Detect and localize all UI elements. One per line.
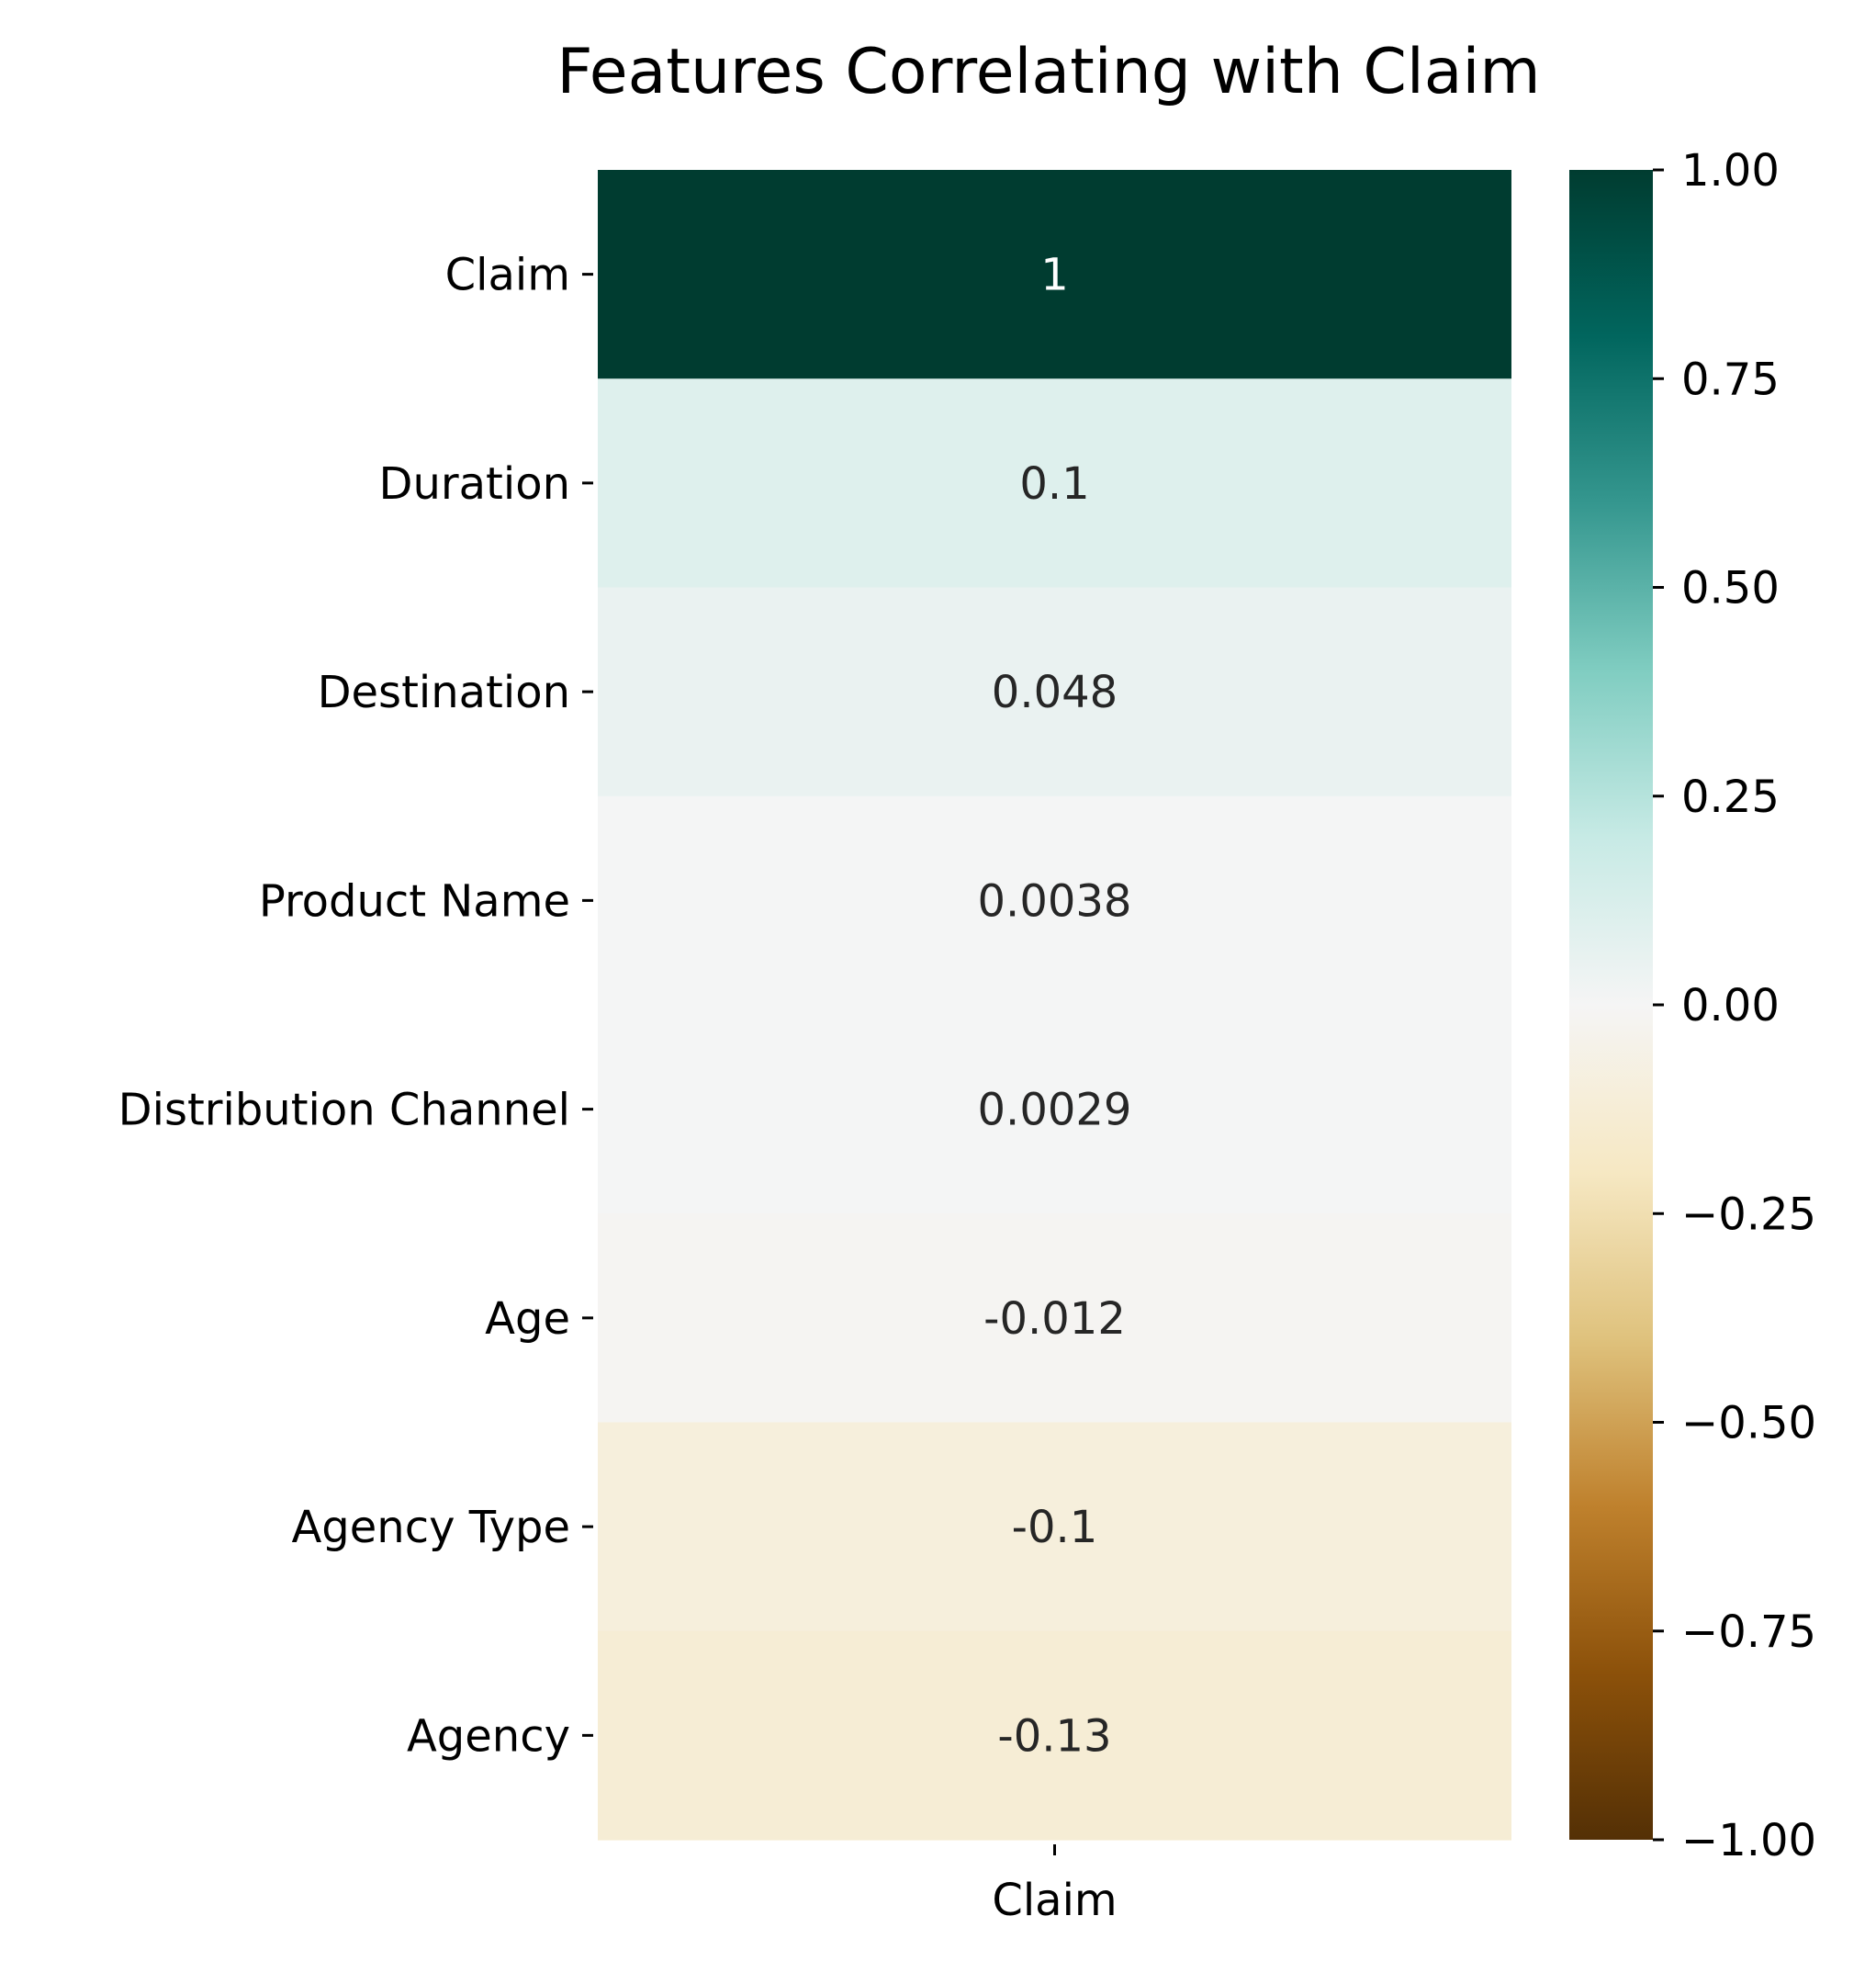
colorbar-tick-label: 0.00 xyxy=(1681,980,1780,1031)
cell-annotation: 1 xyxy=(1040,250,1069,301)
colorbar: 1.00 0.75 0.50 0.25 0.00 −0.25 −0.50 −0.75 −1.00 xyxy=(1569,145,1816,1866)
y-tick-label: Claim xyxy=(445,250,570,301)
colorbar-tick-label: −0.50 xyxy=(1681,1398,1816,1449)
colorbar-tick-label: 0.75 xyxy=(1681,354,1780,405)
heatmap-cell xyxy=(598,587,1511,797)
y-tick-label: Age xyxy=(485,1293,570,1345)
heatmap-cells xyxy=(598,170,1511,1841)
y-tick-label: Product Name xyxy=(259,875,570,927)
heatmap-cell xyxy=(598,1005,1511,1214)
colorbar-tick-label: 0.25 xyxy=(1681,772,1780,823)
cell-annotation: 0.0038 xyxy=(978,875,1132,927)
heatmap-cell xyxy=(598,170,1511,379)
heatmap-cell xyxy=(598,1422,1511,1632)
cell-annotation: -0.13 xyxy=(997,1710,1111,1762)
colorbar-tick-label: 1.00 xyxy=(1681,145,1780,197)
y-tick-label: Duration xyxy=(379,458,570,510)
cell-annotation: -0.012 xyxy=(983,1293,1126,1345)
colorbar-tick-label: −0.25 xyxy=(1681,1189,1816,1240)
chart-title: Features Correlating with Claim xyxy=(556,36,1540,108)
cell-annotation: 0.1 xyxy=(1019,458,1089,510)
cell-annotation: -0.1 xyxy=(1012,1502,1098,1553)
x-axis: Claim xyxy=(992,1844,1118,1926)
colorbar-tick-label: −0.75 xyxy=(1681,1606,1816,1658)
colorbar-tick-label: 0.50 xyxy=(1681,563,1780,614)
colorbar-gradient xyxy=(1569,170,1653,1840)
heatmap-cell xyxy=(598,378,1511,589)
heatmap-cell xyxy=(598,1630,1511,1841)
cell-annotations: 1 0.1 0.048 0.0038 0.0029 -0.012 -0.1 -0.13 xyxy=(978,250,1132,1763)
y-tick-label: Distribution Channel xyxy=(118,1085,570,1136)
x-tick-label: Claim xyxy=(992,1875,1117,1926)
colorbar-tick-label: −1.00 xyxy=(1681,1815,1816,1866)
y-tick-label: Destination xyxy=(318,667,570,718)
heatmap-cell xyxy=(598,1213,1511,1424)
y-tick-label: Agency Type xyxy=(291,1502,570,1553)
cell-annotation: 0.048 xyxy=(992,667,1118,718)
y-tick-label: Agency xyxy=(407,1710,570,1762)
cell-annotation: 0.0029 xyxy=(978,1085,1132,1136)
y-axis: Claim Duration Destination Product Name Dist… xyxy=(118,250,593,1762)
heatmap-cell xyxy=(598,795,1511,1006)
